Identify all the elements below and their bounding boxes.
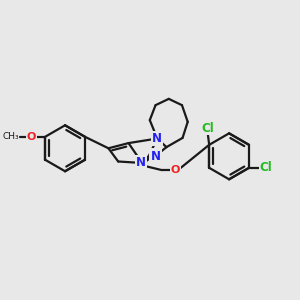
Text: CH₃: CH₃ (2, 132, 19, 141)
Text: N: N (136, 156, 146, 170)
Text: O: O (27, 132, 36, 142)
Text: N: N (152, 132, 162, 145)
Text: Cl: Cl (259, 161, 272, 174)
Text: O: O (171, 165, 180, 175)
Text: Cl: Cl (201, 122, 214, 135)
Text: N: N (151, 149, 160, 163)
